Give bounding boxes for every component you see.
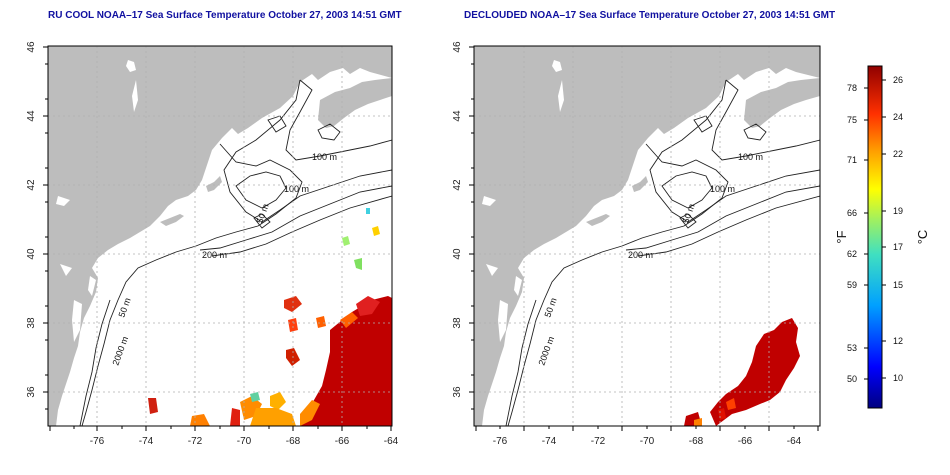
y-tick-label: 36 (452, 386, 463, 398)
celsius-tick: 15 (893, 280, 903, 290)
fahrenheit-tick: 50 (847, 374, 857, 384)
cape-cod (632, 176, 648, 192)
y-tick-label: 40 (26, 248, 37, 260)
colorbar-ticks (864, 79, 886, 380)
contour-label: 100 m (284, 184, 309, 194)
land-mass (48, 46, 392, 426)
panel-right-title: DECLOUDED NOAA–17 Sea Surface Temperatur… (464, 10, 836, 21)
lake (486, 264, 498, 276)
long-island (160, 214, 184, 226)
panel-left-map: 100 m 100 m 50 m 200 m 50 m 2000 m (26, 41, 399, 447)
nova-scotia (744, 78, 820, 128)
x-tick-label: -68 (689, 436, 704, 447)
x-tick-label: -70 (640, 436, 655, 447)
long-island (586, 214, 610, 226)
panel-right-map: 100 m 100 m 50 m 200 m 50 m 2000 m (452, 41, 821, 447)
y-tick-label: 38 (26, 317, 37, 329)
colorbar-gradient (867, 65, 883, 409)
y-tick-label: 46 (452, 41, 463, 53)
axis-ticks (43, 46, 392, 431)
y-tick-label: 44 (452, 110, 463, 122)
y-axis-labels: 36 38 40 42 44 46 (452, 41, 463, 398)
x-axis-labels: -76 -74 -72 -70 -68 -66 -64 (493, 436, 802, 447)
lake (558, 80, 564, 112)
bathymetry-contours (79, 79, 392, 426)
contour-label: 100 m (738, 152, 763, 162)
contour-label: 100 m (710, 184, 735, 194)
lake (552, 60, 562, 72)
x-tick-label: -64 (787, 436, 802, 447)
celsius-tick: 10 (893, 373, 903, 383)
grid-lines (474, 46, 820, 426)
land-mass (474, 46, 820, 426)
contour-label: 200 m (202, 250, 227, 260)
y-tick-label: 44 (26, 110, 37, 122)
x-axis-labels: -76 -74 -72 -70 -68 -66 -64 (90, 436, 399, 447)
panel-left-title: RU COOL NOAA–17 Sea Surface Temperature … (48, 10, 402, 21)
celsius-tick: 22 (893, 149, 903, 159)
x-tick-label: -76 (90, 436, 105, 447)
fahrenheit-tick: 78 (847, 83, 857, 93)
lake (126, 60, 136, 72)
bay (498, 300, 508, 342)
x-tick-label: -74 (139, 436, 154, 447)
y-tick-label: 40 (452, 248, 463, 260)
celsius-tick: 19 (893, 206, 903, 216)
fahrenheit-tick: 59 (847, 280, 857, 290)
fahrenheit-unit-label: °F (834, 230, 849, 243)
axis-ticks (469, 46, 819, 431)
y-tick-label: 42 (452, 179, 463, 191)
x-tick-label: -76 (493, 436, 508, 447)
x-tick-label: -66 (738, 436, 753, 447)
x-tick-label: -68 (286, 436, 301, 447)
bay (72, 300, 82, 342)
lake (60, 264, 72, 276)
x-tick-label: -66 (335, 436, 350, 447)
sst-patches (148, 208, 392, 426)
bay (514, 276, 522, 296)
x-tick-label: -70 (237, 436, 252, 447)
celsius-tick: 12 (893, 336, 903, 346)
x-tick-label: -74 (542, 436, 557, 447)
grid-lines (48, 46, 392, 426)
lake (132, 80, 138, 112)
fahrenheit-tick: 71 (847, 155, 857, 165)
contour-label: 100 m (312, 152, 337, 162)
fahrenheit-tick: 75 (847, 115, 857, 125)
colorbar: 78 75 71 66 62 59 53 50 26 24 22 19 17 1… (834, 65, 930, 409)
celsius-tick: 26 (893, 75, 903, 85)
bay (88, 276, 96, 296)
celsius-tick: 17 (893, 242, 903, 252)
fahrenheit-tick: 53 (847, 343, 857, 353)
nova-scotia (318, 78, 392, 128)
fahrenheit-tick: 66 (847, 208, 857, 218)
lake (482, 196, 496, 206)
y-tick-label: 36 (26, 386, 37, 398)
y-tick-label: 42 (26, 179, 37, 191)
y-tick-label: 38 (452, 317, 463, 329)
celsius-unit-label: °C (915, 230, 930, 245)
x-tick-label: -72 (188, 436, 203, 447)
y-tick-label: 46 (26, 41, 37, 53)
x-tick-label: -64 (384, 436, 399, 447)
cape-cod (206, 176, 222, 192)
fahrenheit-tick: 62 (847, 249, 857, 259)
x-tick-label: -72 (591, 436, 606, 447)
celsius-tick: 24 (893, 112, 903, 122)
y-axis-labels: 36 38 40 42 44 46 (26, 41, 37, 398)
lake (56, 196, 70, 206)
contour-label: 200 m (628, 250, 653, 260)
